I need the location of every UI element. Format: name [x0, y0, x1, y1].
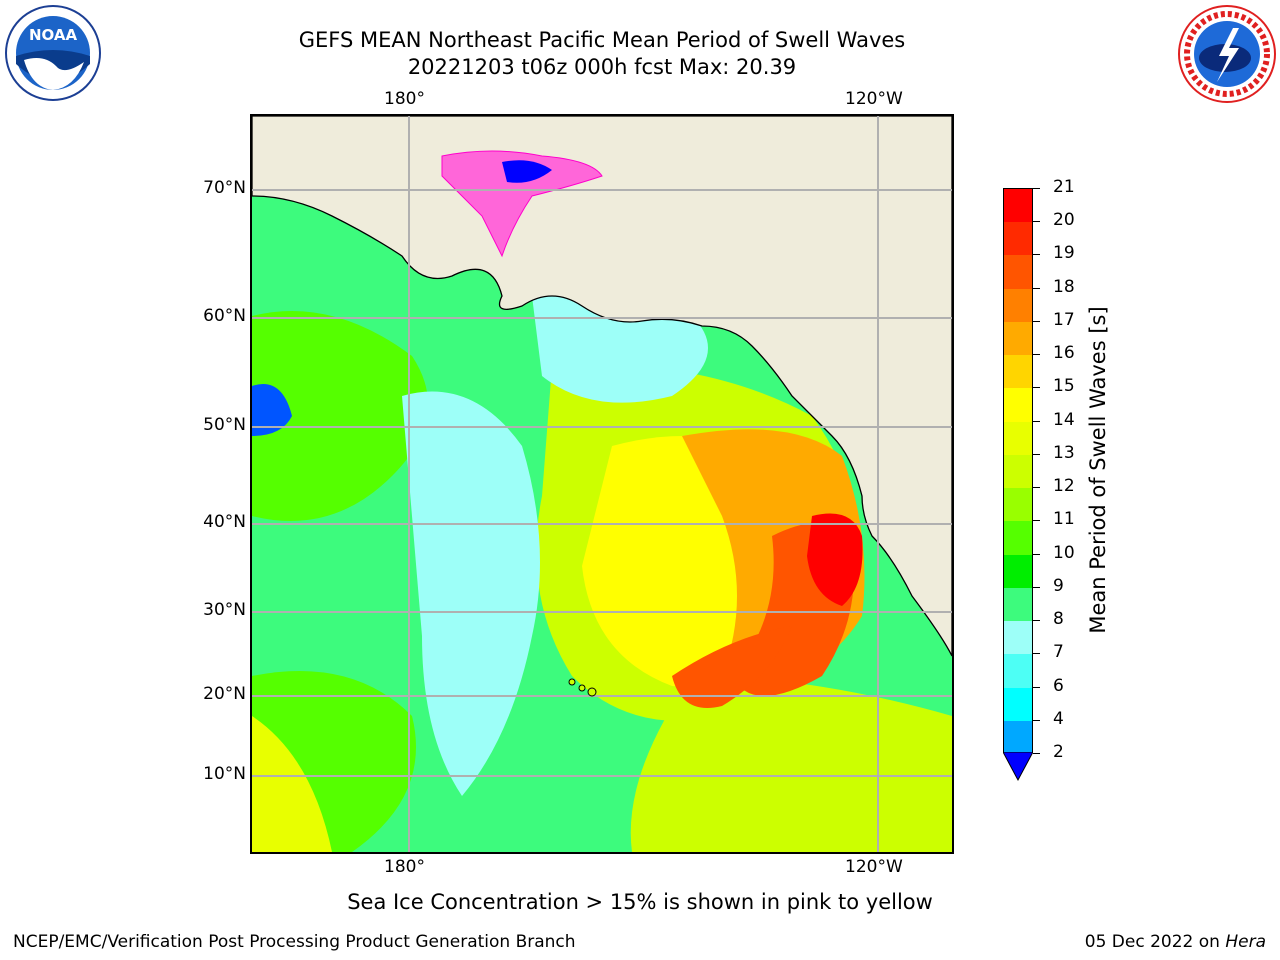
colorbar-tick-mark — [1033, 254, 1040, 256]
colorbar-tick-mark — [1033, 586, 1040, 588]
colorbar-tick-mark — [1033, 553, 1040, 555]
colorbar-tick-label: 2 — [1053, 742, 1064, 762]
lon-label-top-120w: 120°W — [845, 89, 903, 109]
colorbar-tick-label: 11 — [1053, 509, 1075, 530]
lon-label-bottom-180: 180° — [384, 857, 425, 877]
lat-label-40n: 40°N — [203, 512, 246, 532]
colorbar-segment — [1004, 654, 1032, 689]
sea-ice-area — [441, 150, 603, 258]
swell-zone-9s-central — [402, 391, 540, 796]
colorbar-segment — [1004, 321, 1032, 356]
colorbar-tick-mark — [1033, 719, 1040, 721]
colorbar-tick-mark — [1033, 620, 1040, 622]
lat-label-70n: 70°N — [203, 178, 246, 198]
north-america-land — [252, 116, 952, 657]
swell-zone-21s — [807, 513, 863, 606]
colorbar-tick-mark — [1033, 520, 1040, 522]
footer-host: Hera — [1225, 932, 1266, 952]
colorbar-segment — [1004, 488, 1032, 522]
lat-label-20n: 20°N — [203, 684, 246, 704]
lat-label-30n: 30°N — [203, 600, 246, 620]
swell-zone-13s-south — [630, 676, 952, 852]
colorbar-segment — [1004, 554, 1032, 589]
colorbar-tick-mark — [1033, 453, 1040, 455]
colorbar-segment — [1004, 454, 1032, 489]
colorbar-tick-mark — [1033, 686, 1040, 688]
colorbar-label: Mean Period of Swell Waves [s] — [1086, 306, 1110, 634]
colorbar-tick-label: 9 — [1053, 575, 1064, 596]
colorbar-tick-label: 4 — [1053, 708, 1064, 729]
colorbar-tick-label: 16 — [1053, 343, 1075, 364]
colorbar-tick-label: 17 — [1053, 309, 1075, 330]
colorbar-segment — [1004, 355, 1032, 389]
sea-ice-blue-patch — [502, 160, 552, 183]
colorbar-tick-mark — [1033, 487, 1040, 489]
footer-right: 05 Dec 2022 on Hera — [1085, 932, 1266, 952]
lat-label-50n: 50°N — [203, 415, 246, 435]
swell-period-map[interactable] — [250, 114, 954, 854]
colorbar-segment — [1004, 255, 1032, 290]
lat-label-10n: 10°N — [203, 764, 246, 784]
colorbar-tick-mark — [1033, 653, 1040, 655]
chart-title: GEFS MEAN Northeast Pacific Mean Period … — [298, 28, 906, 52]
colorbar-segment — [1004, 421, 1032, 456]
colorbar-segment — [1004, 288, 1032, 323]
colorbar-tick-label: 13 — [1053, 442, 1075, 463]
colorbar-tick-label: 6 — [1053, 675, 1064, 696]
swell-zone-14s-sw — [252, 716, 332, 852]
nws-logo — [1177, 4, 1277, 104]
footer-date: 05 Dec 2022 on — [1084, 932, 1226, 952]
lat-label-60n: 60°N — [203, 306, 246, 326]
colorbar-tick-mark — [1033, 387, 1040, 389]
colorbar-tick-mark — [1033, 320, 1040, 322]
colorbar-tick-label: 21 — [1053, 177, 1075, 197]
swell-zone-11s-west — [252, 311, 428, 521]
colorbar-tick-mark — [1033, 354, 1040, 356]
lon-label-top-180: 180° — [384, 89, 425, 109]
colorbar-tick-label: 7 — [1053, 642, 1064, 663]
colorbar-tick-mark — [1033, 188, 1040, 189]
colorbar-segment — [1004, 621, 1032, 655]
colorbar-extend-arrow — [1002, 751, 1034, 782]
colorbar-tick-label: 12 — [1053, 476, 1075, 497]
colorbar — [1003, 188, 1033, 755]
colorbar-segment — [1004, 587, 1032, 622]
colorbar-segment — [1004, 720, 1032, 755]
sea-ice-note: Sea Ice Concentration > 15% is shown in … — [347, 890, 933, 914]
svg-text:NOAA: NOAA — [29, 26, 78, 44]
colorbar-tick-mark — [1033, 287, 1040, 289]
hawaii-islands — [568, 678, 597, 697]
colorbar-tick-label: 10 — [1053, 542, 1075, 563]
colorbar-tick-label: 8 — [1053, 609, 1064, 630]
colorbar-tick-label: 19 — [1053, 243, 1075, 264]
colorbar-tick-mark — [1033, 753, 1040, 754]
colorbar-tick-mark — [1033, 420, 1040, 422]
colorbar-segment — [1004, 388, 1032, 423]
colorbar-segment — [1004, 189, 1032, 223]
footer-left: NCEP/EMC/Verification Post Processing Pr… — [13, 932, 576, 952]
swell-zone-19s-south — [672, 626, 792, 708]
colorbar-tick-label: 20 — [1053, 210, 1075, 231]
map-canvas — [252, 116, 952, 852]
colorbar-tick-label: 15 — [1053, 376, 1075, 397]
colorbar-segment — [1004, 687, 1032, 722]
swell-zone-2s-nw — [252, 384, 292, 436]
lon-label-bottom-120w: 120°W — [845, 857, 903, 877]
colorbar-tick-label: 14 — [1053, 409, 1075, 430]
colorbar-segment — [1004, 521, 1032, 556]
colorbar-segment — [1004, 222, 1032, 256]
chart-subtitle: 20221203 t06z 000h fcst Max: 20.39 — [407, 55, 797, 79]
colorbar-tick-mark — [1033, 221, 1040, 223]
colorbar-tick-label: 18 — [1053, 276, 1075, 297]
noaa-logo: NOAA — [4, 4, 102, 102]
graticule — [252, 116, 952, 852]
